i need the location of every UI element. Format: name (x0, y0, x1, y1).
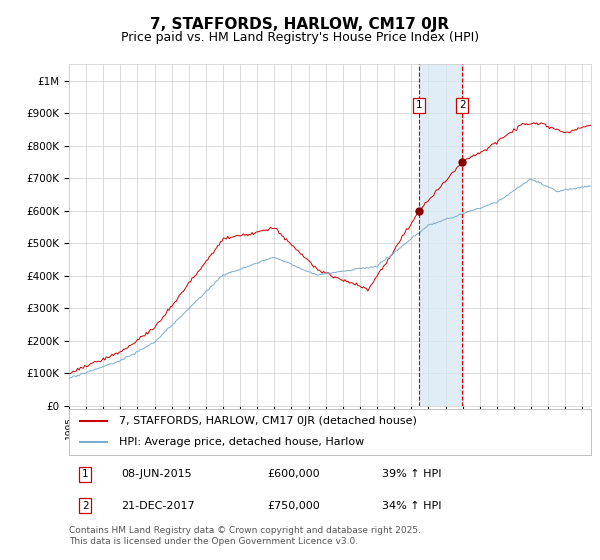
Text: £600,000: £600,000 (268, 469, 320, 479)
Text: 21-DEC-2017: 21-DEC-2017 (121, 501, 195, 511)
Text: 7, STAFFORDS, HARLOW, CM17 0JR (detached house): 7, STAFFORDS, HARLOW, CM17 0JR (detached… (119, 416, 416, 426)
Text: Price paid vs. HM Land Registry's House Price Index (HPI): Price paid vs. HM Land Registry's House … (121, 31, 479, 44)
Text: 2: 2 (82, 501, 89, 511)
Text: 2: 2 (459, 100, 466, 110)
Text: £750,000: £750,000 (268, 501, 320, 511)
Text: HPI: Average price, detached house, Harlow: HPI: Average price, detached house, Harl… (119, 437, 364, 447)
Text: Contains HM Land Registry data © Crown copyright and database right 2025.
This d: Contains HM Land Registry data © Crown c… (69, 526, 421, 546)
Bar (419, 64, 462, 406)
Text: 1: 1 (416, 100, 422, 110)
Text: 39% ↑ HPI: 39% ↑ HPI (382, 469, 442, 479)
Text: 08-JUN-2015: 08-JUN-2015 (121, 469, 192, 479)
Text: 7, STAFFORDS, HARLOW, CM17 0JR: 7, STAFFORDS, HARLOW, CM17 0JR (151, 17, 449, 32)
Text: 1: 1 (82, 469, 89, 479)
Text: 34% ↑ HPI: 34% ↑ HPI (382, 501, 442, 511)
